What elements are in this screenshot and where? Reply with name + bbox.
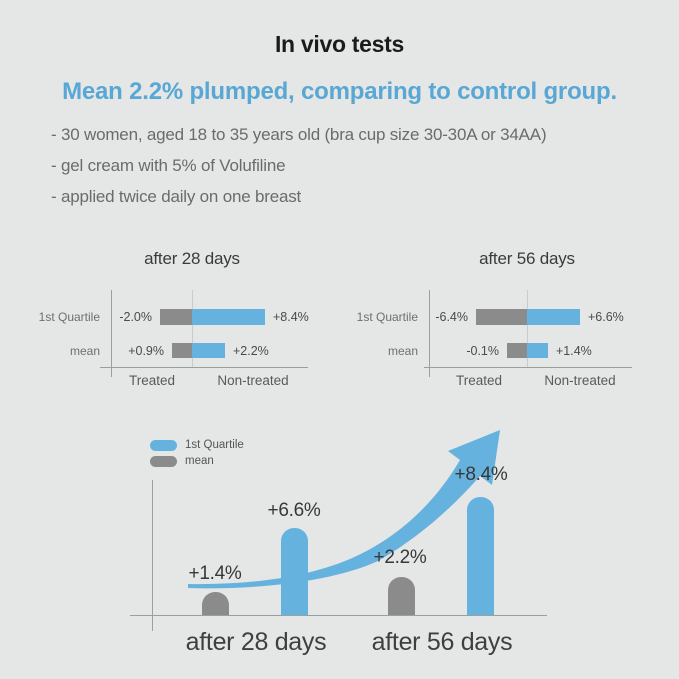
value-label-1st-quartile-after-28-days: +6.6% (267, 500, 321, 521)
row-label: mean (387, 343, 418, 358)
treated-value-label: -6.4% (435, 310, 468, 324)
center-divider-line (527, 290, 528, 367)
non-treated-axis-label: Non-treated (217, 373, 289, 388)
center-divider-line (192, 290, 193, 367)
list-item-participants: - 30 women, aged 18 to 35 years old (bra… (51, 125, 547, 144)
value-label-mean-after-56-days: +2.2% (373, 547, 427, 568)
non-treated-value-label: +6.6% (588, 310, 624, 324)
chart-after-28-days: after 28 days 1st Quartile -2.0% +8.4% mean +… (38, 248, 320, 393)
non-treated-bar (192, 343, 225, 358)
growth-arrow-icon (188, 430, 500, 589)
page-title: In vivo tests (274, 31, 405, 57)
treated-value-label: -2.0% (119, 310, 152, 324)
non-treated-bar (527, 309, 580, 325)
row-label: 1st Quartile (356, 310, 418, 324)
treated-bar (476, 309, 527, 325)
bar-1st-quartile-after-56-days (467, 497, 494, 615)
treated-bar (160, 309, 192, 325)
treated-bar (507, 343, 527, 358)
x-axis-line (130, 615, 547, 616)
non-treated-value-label: +2.2% (233, 343, 269, 358)
list-item-application: - applied twice daily on one breast (51, 187, 302, 206)
trend-chart: 1st Quartile mean +1.4% +6.6% +2.2% +8.4% a… (120, 425, 570, 660)
treated-bar (172, 343, 192, 358)
legend-label-mean: mean (185, 455, 214, 467)
mini-chart-title: after 56 days (479, 249, 575, 268)
bar-1st-quartile-after-28-days (281, 528, 308, 615)
group-label-after-28-days: after 28 days (185, 628, 327, 656)
study-details-list: - 30 women, aged 18 to 35 years old (bra… (51, 119, 547, 212)
legend-swatch-mean-icon (150, 456, 177, 467)
treated-axis-label: Treated (455, 373, 503, 388)
row-label: 1st Quartile (38, 310, 100, 324)
legend-label-1st-quartile: 1st Quartile (185, 439, 244, 451)
non-treated-bar (192, 309, 265, 325)
non-treated-value-label: +1.4% (556, 343, 592, 358)
treated-value-label: +0.9% (128, 343, 164, 358)
chart-after-56-days: after 56 days 1st Quartile -6.4% +6.6% mean -… (357, 248, 644, 393)
bar-mean-after-28-days (202, 592, 229, 615)
bottom-axis-line (424, 367, 632, 368)
mini-chart-title: after 28 days (144, 249, 240, 268)
left-axis-line (111, 290, 112, 377)
key-finding-heading: Mean 2.2% plumped, comparing to control … (62, 78, 617, 105)
non-treated-bar (527, 343, 548, 358)
legend-swatch-1st-quartile-icon (150, 440, 177, 451)
treated-value-label: -0.1% (466, 343, 499, 358)
bottom-axis-line (100, 367, 308, 368)
non-treated-value-label: +8.4% (273, 310, 309, 324)
left-axis-line (429, 290, 430, 377)
bar-mean-after-56-days (388, 577, 415, 615)
y-axis-line (152, 480, 153, 631)
value-label-mean-after-28-days: +1.4% (188, 563, 242, 584)
list-item-product: - gel cream with 5% of Volufiline (51, 156, 286, 175)
non-treated-axis-label: Non-treated (544, 373, 616, 388)
row-label: mean (69, 343, 100, 358)
treated-axis-label: Treated (128, 373, 176, 388)
value-label-1st-quartile-after-56-days: +8.4% (454, 464, 508, 485)
group-label-after-56-days: after 56 days (371, 628, 513, 656)
